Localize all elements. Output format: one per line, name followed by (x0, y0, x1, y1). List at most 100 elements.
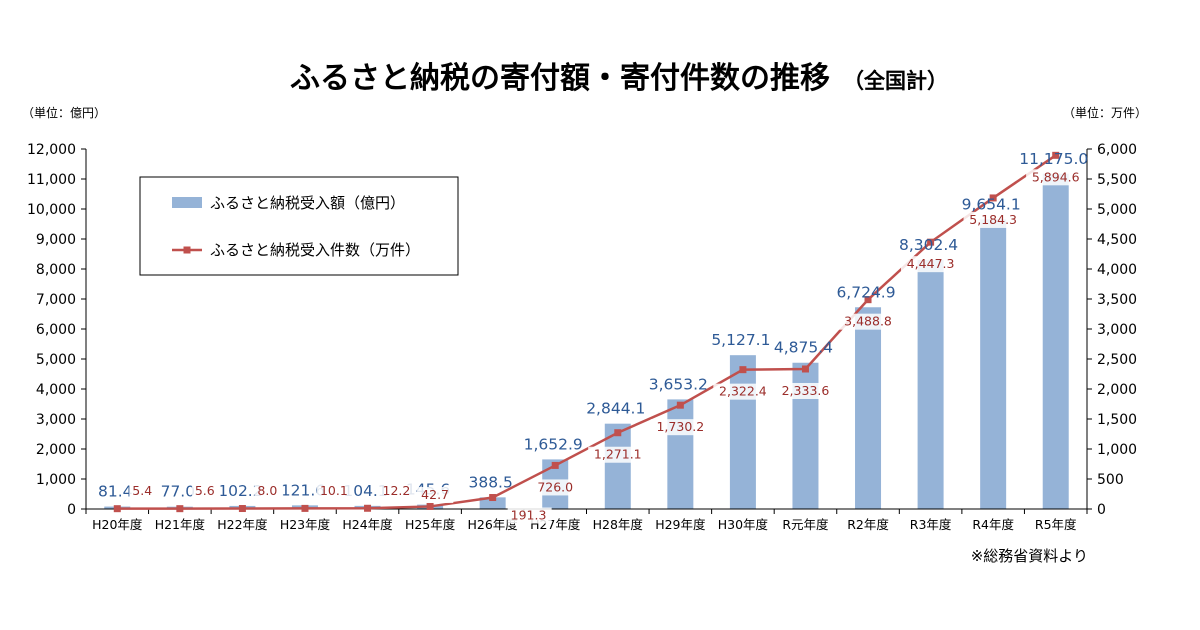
line-value-label: 10.1 (320, 483, 348, 498)
bar-value-label: 11,175.0 (1019, 150, 1088, 168)
legend: ふるさと納税受入額（億円） ふるさと納税受入件数（万件） (139, 176, 459, 276)
line-label-bg (775, 382, 836, 399)
bar-value-label: 9,654.1 (962, 195, 1021, 213)
right-tick-label: 3,500 (1097, 292, 1137, 308)
bar-value-label: 5,127.1 (711, 331, 770, 349)
x-tick-label: R4年度 (972, 517, 1014, 532)
line-label-bg (191, 483, 221, 499)
bar-series (104, 173, 1069, 509)
line-value-label: 2,322.4 (719, 384, 767, 399)
line-value-label: 726.0 (537, 479, 573, 494)
line-value-label: 8.0 (257, 483, 277, 498)
line-label-bg (588, 446, 648, 463)
left-tick-label: 1,000 (36, 472, 76, 488)
line-point (927, 238, 935, 246)
left-tick-label: 4,000 (36, 382, 76, 398)
left-tick-label: 8,000 (36, 262, 76, 278)
bar-value-label: 4,875.4 (774, 339, 833, 357)
bar (855, 307, 882, 509)
source-note: ※総務省資料より (971, 547, 1088, 565)
legend-line-label: ふるさと納税受入件数（万件） (210, 241, 420, 259)
left-tick-label: 3,000 (36, 412, 76, 428)
line-point (176, 505, 184, 513)
x-tick-label: R2年度 (847, 517, 889, 532)
line-label-bg (713, 383, 773, 400)
line-point (113, 505, 121, 513)
left-tick-label: 12,000 (27, 142, 76, 158)
right-tick-label: 4,500 (1097, 232, 1137, 248)
x-tick-label: H20年度 (92, 517, 143, 532)
left-tick-label: 9,000 (36, 232, 76, 248)
line-value-label: 42.7 (421, 487, 449, 502)
legend-box (139, 176, 459, 276)
bar (479, 497, 506, 509)
left-tick-label: 11,000 (27, 172, 76, 188)
x-tick-label: H28年度 (593, 517, 644, 532)
legend-bar-swatch (172, 197, 202, 208)
bar-value-label: 104.1 (343, 482, 387, 500)
line-point (989, 194, 997, 202)
line-label-bg (316, 483, 354, 499)
axes: 0 1,000 2,000 3,000 4,000 5,000 6,000 7,000 8,00… (27, 142, 1137, 532)
right-tick-label: 500 (1097, 472, 1124, 488)
bar-value-label: 6,724.9 (836, 283, 895, 301)
line-value-label: 2,333.6 (782, 383, 830, 398)
bar (667, 399, 694, 509)
x-tick-label: H25年度 (405, 517, 456, 532)
x-tick-label: H29年度 (655, 517, 706, 532)
line-point (301, 504, 309, 512)
x-tick-label: H24年度 (342, 517, 393, 532)
line-label-bg (507, 507, 552, 524)
right-tick-label: 2,500 (1097, 352, 1137, 368)
line-value-label: 1,730.2 (656, 419, 704, 434)
right-tick-label: 3,000 (1097, 322, 1137, 338)
x-tick-label: R元年度 (782, 517, 829, 532)
legend-bar-label: ふるさと納税受入額（億円） (210, 194, 405, 212)
right-tick-label: 5,500 (1097, 172, 1137, 188)
right-tick-label: 6,000 (1097, 142, 1137, 158)
line-value-label: 5,184.3 (969, 212, 1017, 227)
left-tick-label: 10,000 (27, 202, 76, 218)
line-point (614, 429, 622, 437)
line-label-bg (900, 256, 961, 273)
right-tick-label: 5,000 (1097, 202, 1137, 218)
bar-value-label: 102.2 (218, 482, 262, 500)
line-point (1052, 151, 1060, 159)
line-label-bg (650, 419, 710, 436)
legend-line-marker (183, 246, 191, 254)
x-tick-label: H26年度 (468, 517, 519, 532)
line-label-bg (838, 313, 898, 330)
bar-value-label: 77.0 (161, 483, 196, 501)
line-point (676, 401, 684, 409)
bar (980, 219, 1007, 509)
chart-subtitle: （全国計） (843, 69, 948, 93)
line-value-label: 5.6 (195, 483, 215, 498)
line-point (489, 494, 497, 502)
x-tick-label: H22年度 (217, 517, 268, 532)
bar-value-label: 81.4 (98, 483, 133, 501)
line-point (864, 296, 872, 304)
line-point (739, 366, 747, 374)
line-label-bg (416, 487, 454, 503)
line-label-bg (533, 479, 578, 496)
bar (917, 259, 944, 509)
line-value-label: 5,894.6 (1032, 169, 1080, 184)
line-label-bg (379, 483, 416, 499)
bar-value-label: 1,652.9 (524, 435, 583, 453)
x-tick-label: R3年度 (910, 517, 952, 532)
line-label-bg (963, 211, 1023, 228)
line-label-bg (254, 483, 284, 499)
line-value-label: 4,447.3 (907, 256, 955, 271)
bar (1042, 173, 1069, 509)
bar-value-label: 388.5 (468, 473, 512, 491)
line-value-label: 1,271.1 (594, 447, 642, 462)
line-point (801, 365, 809, 373)
chart-title: ふるさと納税の寄付額・寄付件数の推移 (290, 61, 830, 96)
bar-value-label: 121.6 (281, 481, 325, 499)
bar-value-label: 3,653.2 (649, 375, 708, 393)
right-axis-unit: （単位：万件） (1063, 105, 1147, 120)
line-value-label: 191.3 (511, 508, 547, 523)
line-value-label: 12.2 (383, 483, 411, 498)
x-tick-label: H30年度 (718, 517, 769, 532)
